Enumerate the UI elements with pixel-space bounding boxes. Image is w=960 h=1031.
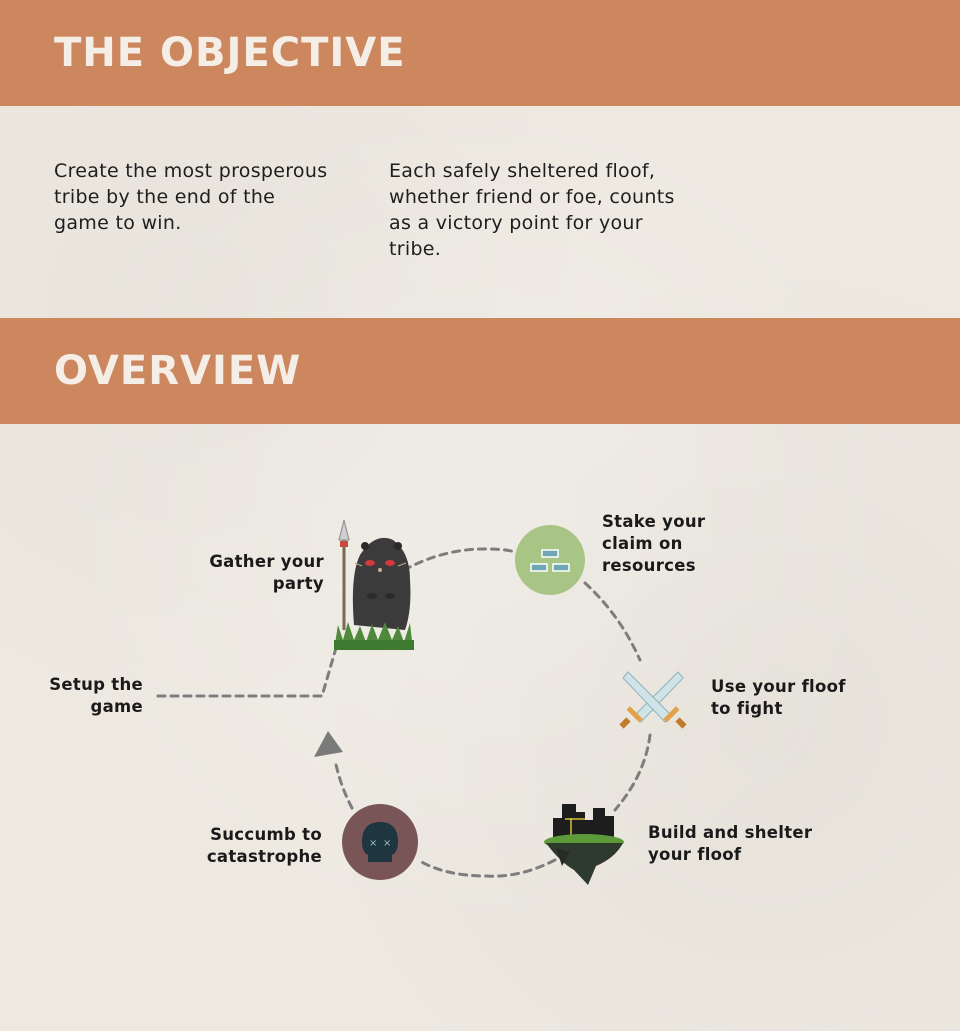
overview-title: OVERVIEW [54,348,302,394]
objective-right-text: Each safely sheltered floof, whether fri… [389,160,675,260]
svg-text:×: × [369,838,377,849]
objective-header: THE OBJECTIVE [0,0,960,106]
skull-icon: × × [342,804,418,880]
step-label-gather-party: Gather your party [209,552,324,593]
resource-bricks-icon [515,525,585,595]
step-label-build-shelter: Build and shelter your floof [648,823,813,864]
cycle-arc-bottom [416,858,557,878]
crossed-swords-icon [619,671,687,729]
step-label-fight: Use your floof to fight [711,677,846,718]
cycle-arc-top-right [583,581,642,662]
floating-island-city-icon [544,804,624,885]
objective-left-text: Create the most prosperous tribe by the … [54,160,328,234]
cycle-arc-top [402,547,517,572]
cycle-arrow-head [314,731,343,757]
cycle-arc-left [333,758,354,810]
mole-warrior-icon [334,519,414,650]
svg-text:×: × [383,838,391,849]
overview-header: OVERVIEW [0,318,960,424]
setup-connector [156,646,338,698]
step-label-stake-claim: Stake your claim on resources [602,512,706,575]
cycle-arc-right [613,733,652,812]
step-label-setup: Setup the game [49,675,143,716]
objective-title: THE OBJECTIVE [54,30,406,76]
step-label-succumb: Succumb to catastrophe [206,825,322,866]
